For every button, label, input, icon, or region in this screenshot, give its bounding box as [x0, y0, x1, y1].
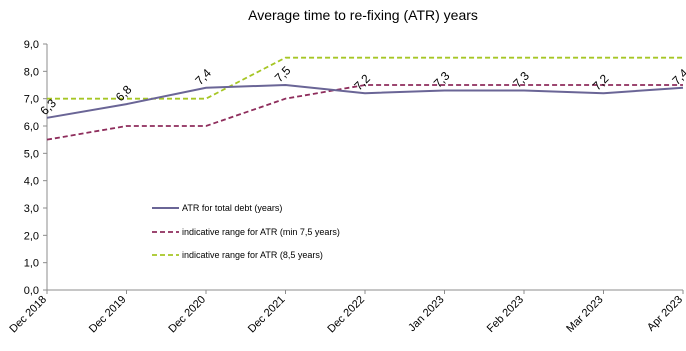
x-tick-label: Apr 2023: [645, 294, 685, 334]
y-tick-label: 0,0: [24, 285, 39, 297]
data-label: 7,4: [669, 66, 686, 88]
x-tick-label: Dec 2022: [325, 294, 367, 336]
y-tick-label: 2,0: [24, 230, 39, 242]
data-label: 7,2: [351, 71, 373, 93]
axes: 0,0 1,0 2,0 3,0 4,0 5,0 6,0 7,0 8,0 9,0 Dec 2018 De…: [7, 39, 685, 335]
data-labels: 6,36,87,4 7,5 7,2 7,3 7,3 7,2 7,4: [37, 63, 686, 118]
x-tick-label: Dec 2020: [166, 294, 208, 336]
legend: ATR for total debt (years) indicative ran…: [152, 203, 340, 260]
x-tick-label: Dec 2019: [87, 294, 129, 336]
x-tick-label: Dec 2021: [246, 294, 288, 336]
legend-label: indicative range for ATR (8,5 years): [182, 250, 323, 260]
x-tick-label: Dec 2018: [7, 294, 49, 336]
y-tick-label: 9,0: [24, 39, 39, 51]
y-tick-label: 8,0: [24, 66, 39, 78]
data-label: 7,3: [510, 69, 532, 91]
y-tick-label: 1,0: [24, 258, 39, 270]
x-tick-label: Jan 2023: [406, 294, 446, 334]
data-label: 6,8: [113, 82, 135, 104]
legend-label: indicative range for ATR (min 7,5 years): [182, 227, 340, 237]
data-label: 7,2: [590, 71, 612, 93]
y-tick-label: 5,0: [24, 148, 39, 160]
data-label: 7,3: [431, 69, 453, 91]
legend-label: ATR for total debt (years): [182, 203, 282, 213]
y-tick-label: 3,0: [24, 203, 39, 215]
series-line-0: [46, 83, 684, 119]
x-tick-label: Mar 2023: [564, 294, 605, 335]
x-tick-label: Feb 2023: [485, 294, 526, 335]
data-label: 7,5: [272, 63, 294, 85]
series-lines: [46, 56, 684, 141]
y-tick-label: 7,0: [24, 94, 39, 106]
data-label: 7,4: [192, 66, 214, 88]
y-tick-label: 6,0: [24, 121, 39, 133]
y-tick-label: 4,0: [24, 176, 39, 188]
series-line-1: [46, 84, 683, 141]
chart-title: Average time to re-fixing (ATR) years: [248, 7, 478, 23]
